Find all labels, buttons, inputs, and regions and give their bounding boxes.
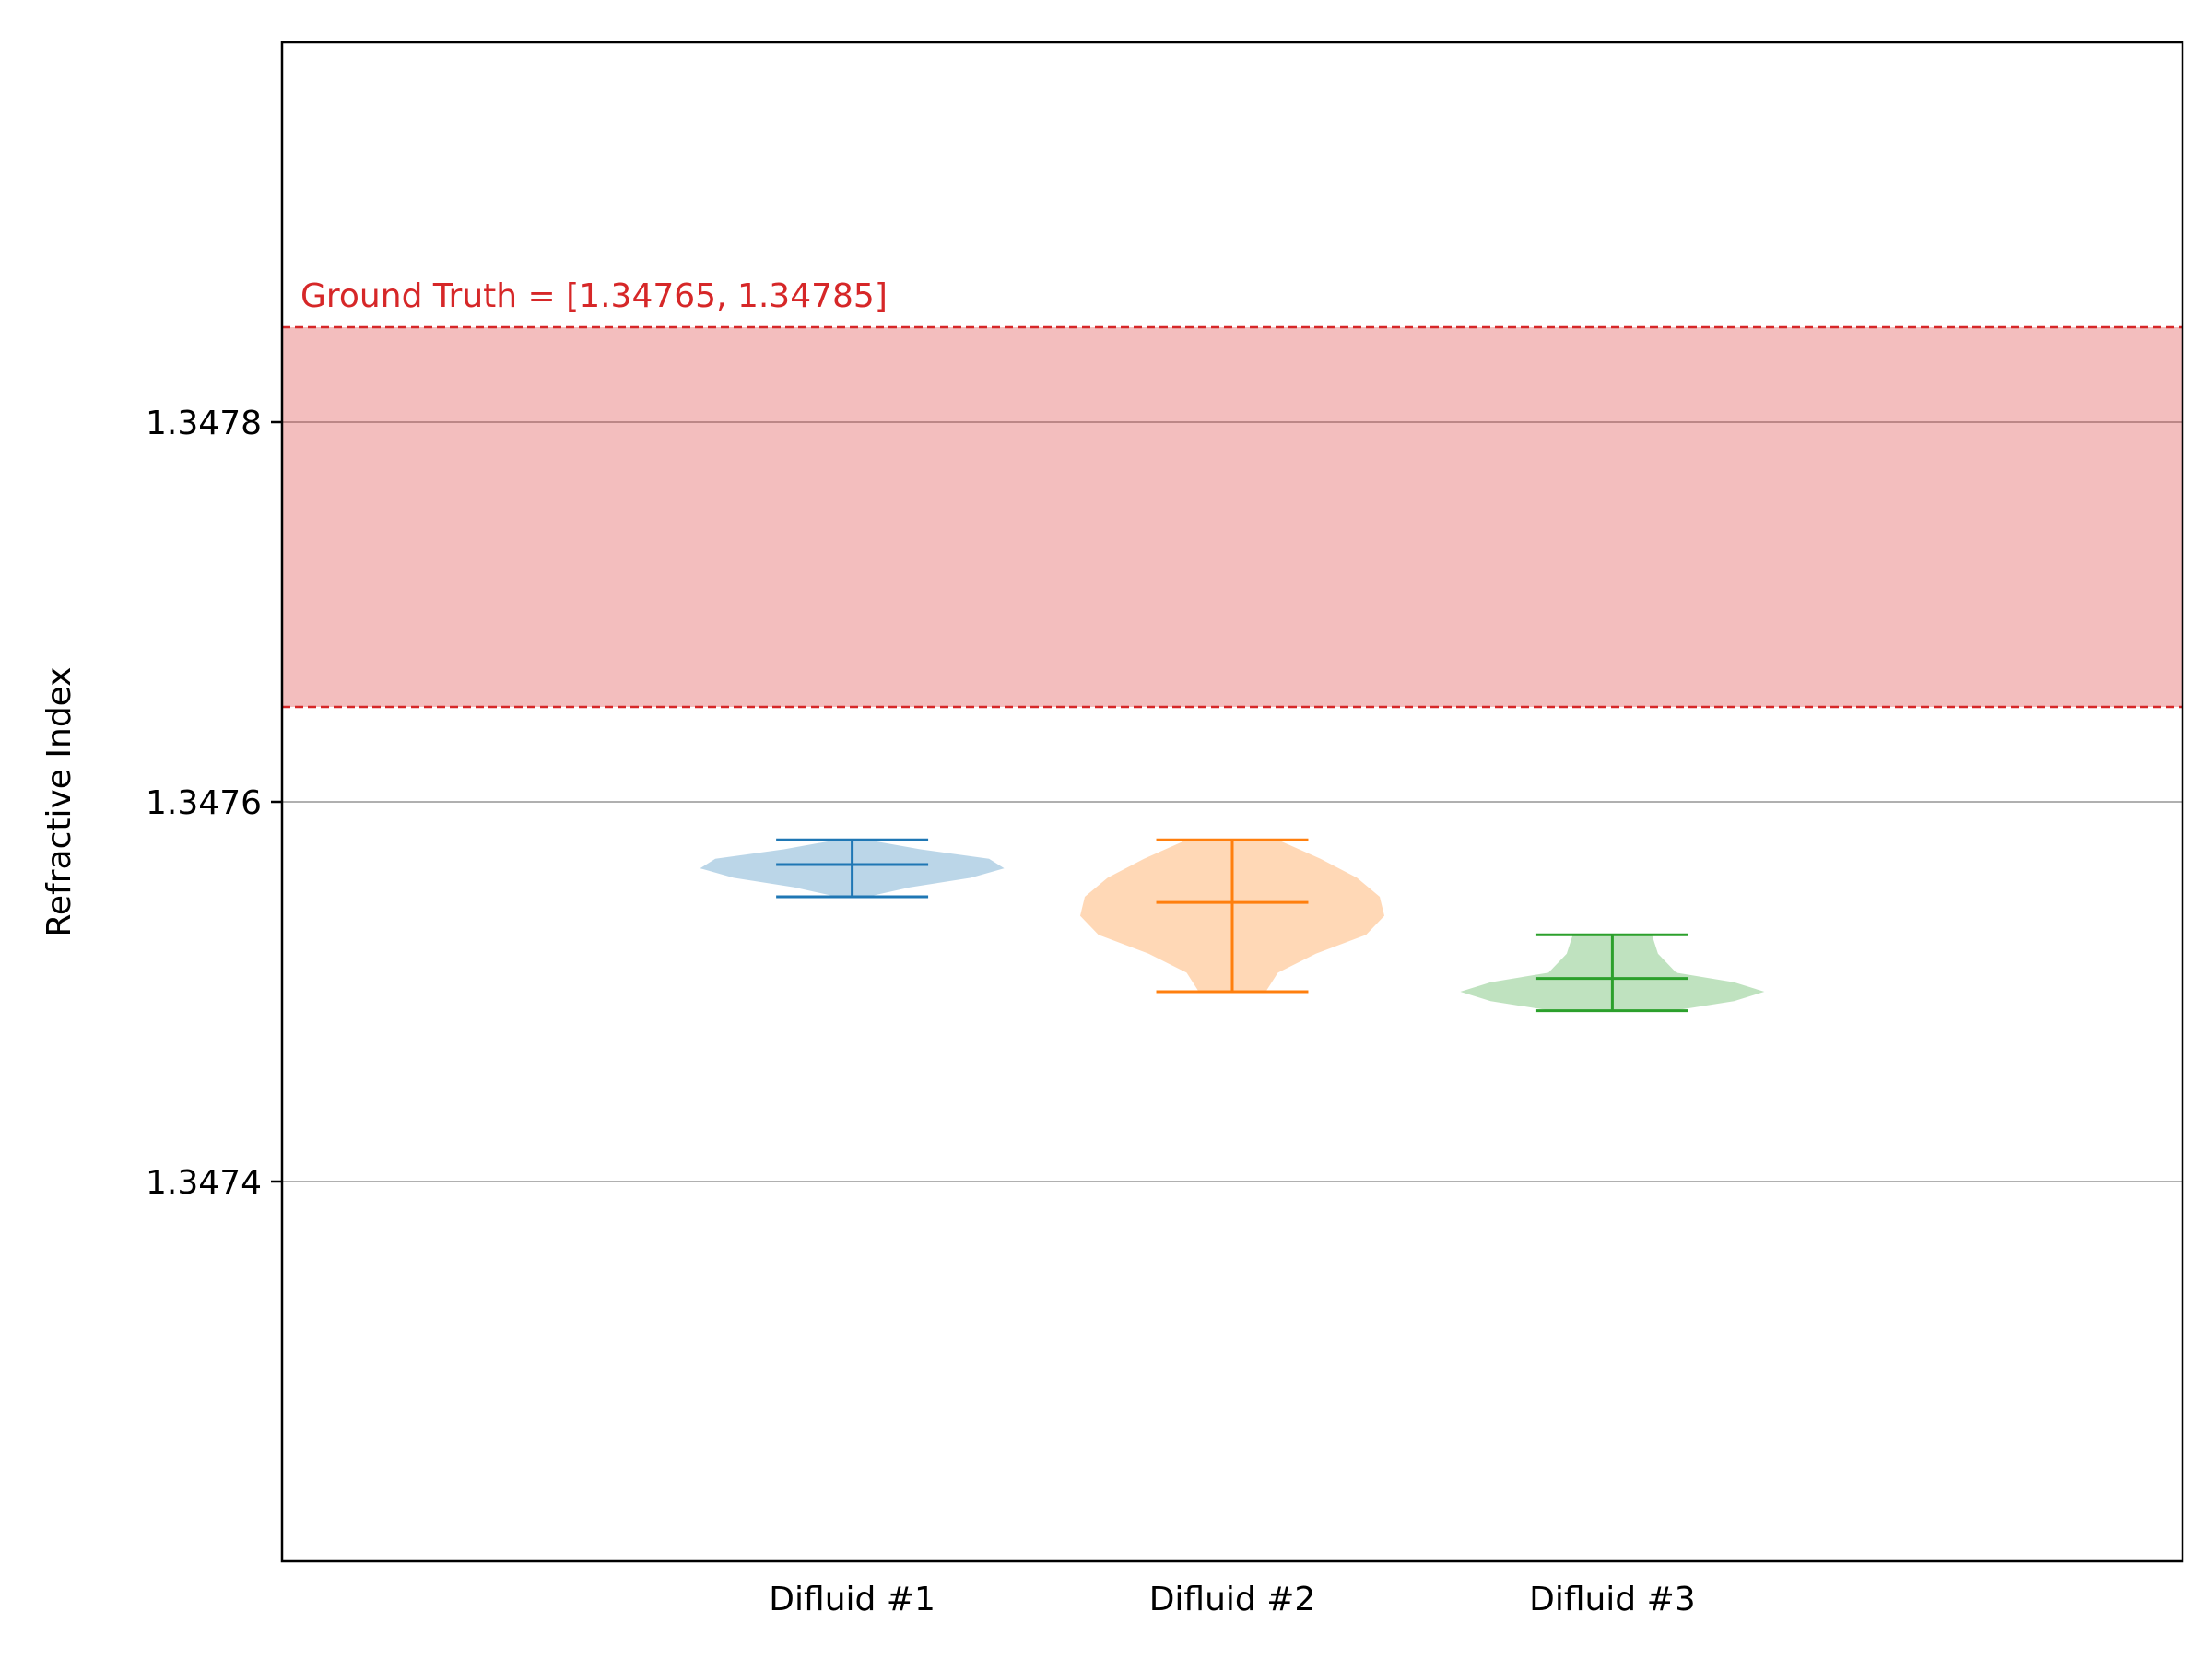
y-tick-label: 1.3478 <box>146 405 262 442</box>
grid-lines <box>282 421 2183 1182</box>
x-tick-label: Difluid #2 <box>1149 1581 1316 1618</box>
violin-group <box>1080 838 1384 994</box>
ground-truth-label: Ground Truth = [1.34765, 1.34785] <box>300 277 888 315</box>
chart-text: Ground Truth = [1.34765, 1.34785] 1.3474 1… <box>41 277 1696 1618</box>
ground-truth-band <box>282 325 2183 709</box>
x-tick-label: Difluid #1 <box>769 1581 935 1618</box>
violin-group <box>700 838 1005 899</box>
y-tick-label: 1.3474 <box>146 1164 262 1202</box>
violins <box>700 838 1765 1013</box>
y-tick-label: 1.3476 <box>146 784 262 822</box>
x-tick-label: Difluid #3 <box>1529 1581 1696 1618</box>
ground-truth-fill <box>282 327 2183 707</box>
violin-group <box>1460 933 1765 1013</box>
y-axis-label: Refractive Index <box>41 667 78 937</box>
axes <box>271 41 2184 1563</box>
